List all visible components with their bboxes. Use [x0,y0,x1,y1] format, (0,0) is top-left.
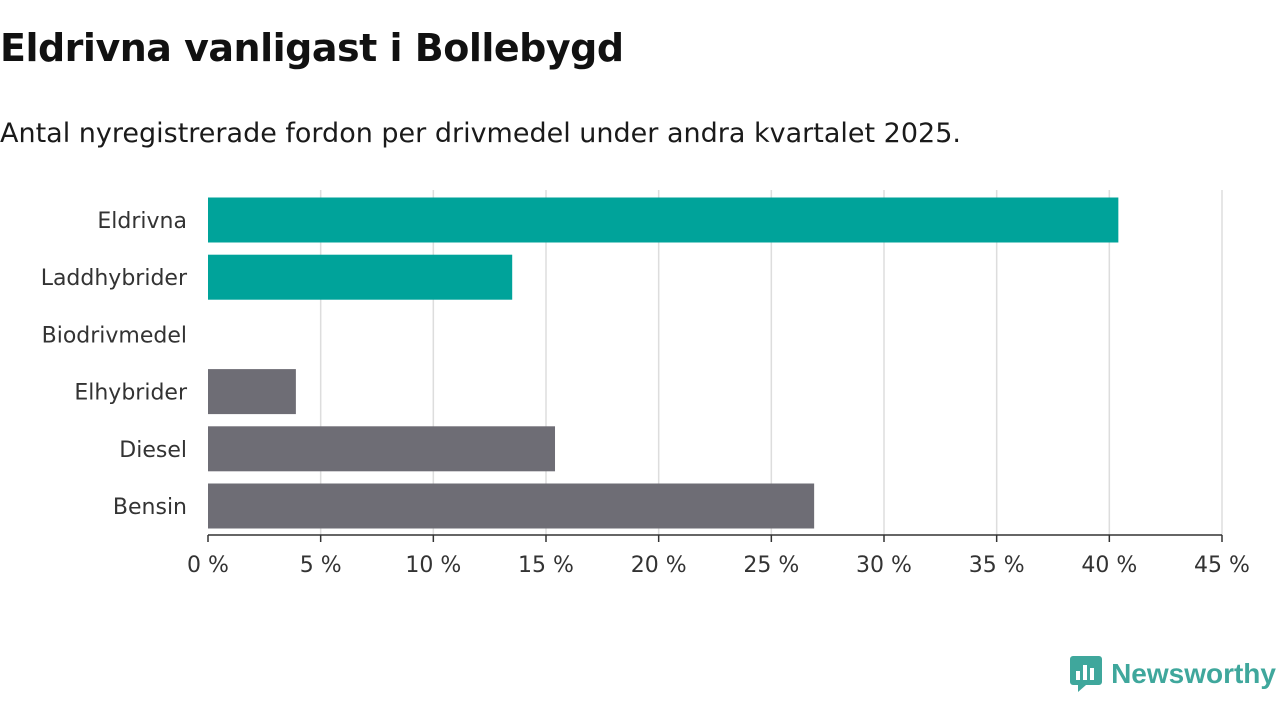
category-label: Bensin [113,495,187,520]
category-label: Laddhybrider [41,266,188,291]
x-tick-label: 5 % [300,553,342,578]
bar [208,369,296,415]
x-tick-label: 25 % [743,553,799,578]
brand-logo: Newsworthy [1069,654,1276,694]
bar [208,426,556,472]
bar [208,483,815,529]
chart-title: Eldrivna vanligast i Bollebygd [0,26,624,70]
x-tick-label: 35 % [969,553,1025,578]
bar [208,254,513,300]
x-tick-label: 20 % [631,553,687,578]
newsworthy-logo-icon [1070,656,1103,692]
category-label: Diesel [119,438,187,463]
x-tick-label: 40 % [1081,553,1137,578]
x-tick-label: 45 % [1194,553,1250,578]
category-label: Biodrivmedel [42,323,187,348]
chart-subtitle: Antal nyregistrerade fordon per drivmede… [0,118,961,149]
category-label: Eldrivna [97,209,187,234]
brand-name: Newsworthy [1111,658,1276,689]
x-tick-label: 15 % [518,553,574,578]
bar-chart: Eldrivna Laddhybrider Biodrivmedel Elhybrid… [41,190,1250,578]
category-label: Elhybrider [74,381,188,406]
x-tick-label: 10 % [405,553,461,578]
x-tick-label: 30 % [856,553,912,578]
bar [208,197,1119,243]
x-tick-label: 0 % [187,553,229,578]
